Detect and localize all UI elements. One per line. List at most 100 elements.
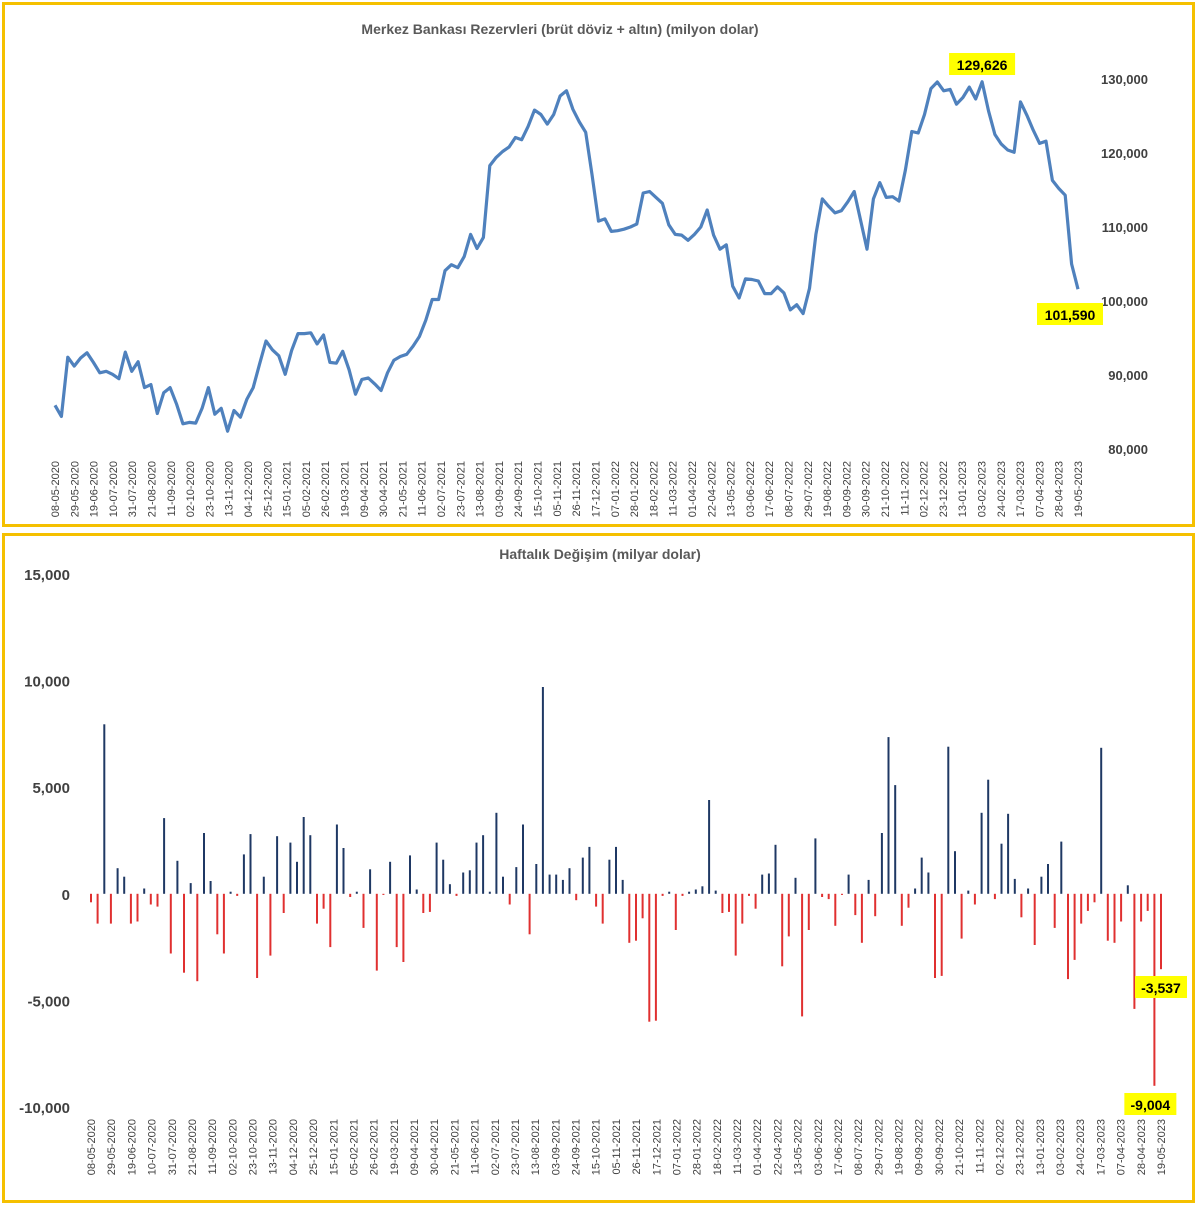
weekly-change-bar: [914, 888, 917, 894]
weekly-change-bar: [708, 800, 711, 894]
x-tick-label: 24-02-2023: [996, 461, 1008, 517]
weekly-change-chart-panel: Haftalık Değişim (milyar dolar) -10,000 -…: [2, 533, 1195, 1203]
x-tick-label: 05-02-2021: [348, 1119, 360, 1175]
x-tick-label: 24-09-2021: [513, 461, 525, 517]
peak-annotation-box: [949, 53, 1016, 75]
peak-annotation-label: 129,626: [957, 57, 1008, 73]
x-tick-label: 09-04-2021: [359, 461, 371, 517]
x-tick-label: 10-07-2020: [147, 1119, 159, 1175]
weekly-change-bar: [256, 893, 259, 978]
x-tick-label: 09-04-2021: [409, 1119, 421, 1175]
weekly-change-bar: [635, 893, 637, 941]
weekly-change-bar: [814, 838, 817, 894]
y-tick-label: -10,000: [19, 1100, 70, 1117]
reserves-line: [53, 80, 1080, 433]
x-tick-label: 13-08-2021: [475, 461, 487, 517]
weekly-change-bar: [482, 835, 485, 894]
y-tick-label: 5,000: [32, 780, 70, 797]
weekly-change-bar: [761, 874, 764, 894]
weekly-change-bar: [495, 812, 498, 894]
weekly-change-bar: [1140, 893, 1143, 922]
x-tick-label: 07-04-2023: [1116, 1119, 1128, 1175]
x-tick-label: 21-08-2020: [147, 461, 159, 517]
weekly-change-bar: [1086, 893, 1089, 911]
weekly-change-bar: [502, 876, 504, 894]
weekly-change-bar: [854, 893, 857, 916]
weekly-change-bar: [1126, 885, 1129, 894]
reserves-chart-title: Merkez Bankası Rezervleri (brüt döviz + …: [361, 21, 758, 37]
x-tick-label: 15-10-2021: [533, 461, 545, 517]
weekly-change-bar: [355, 891, 358, 894]
weekly-change-bar: [103, 724, 106, 894]
weekly-change-bar: [296, 861, 298, 894]
weekly-change-bar: [874, 893, 877, 917]
weekly-change-bar: [827, 893, 830, 900]
weekly-change-bar: [402, 893, 405, 962]
x-tick-label: 11-06-2021: [417, 461, 429, 516]
y-tick-label: 10,000: [24, 674, 70, 691]
x-tick-label: 13-01-2023: [1035, 1119, 1047, 1175]
x-tick-label: 11-09-2020: [207, 1119, 219, 1174]
weekly-change-bar: [575, 893, 578, 901]
x-tick-label: 17-06-2022: [833, 1119, 845, 1175]
x-tick-label: 24-09-2021: [571, 1119, 583, 1175]
weekly-change-bar: [867, 879, 870, 894]
x-tick-label: 26-11-2021: [571, 461, 583, 516]
weekly-change-bar: [621, 879, 624, 894]
weekly-change-bar: [834, 893, 837, 926]
weekly-change-bar: [522, 824, 524, 894]
weekly-change-bar: [189, 883, 192, 894]
weekly-change-bar: [1027, 888, 1030, 894]
weekly-change-bar: [934, 893, 936, 978]
x-tick-label: 05-11-2021: [611, 1119, 623, 1174]
weekly-change-bar: [595, 893, 598, 907]
x-tick-label: 02-10-2020: [227, 1119, 239, 1175]
weekly-change-bar: [721, 893, 724, 913]
weekly-change-bar: [329, 893, 332, 948]
weekly-change-bar: [987, 779, 990, 894]
weekly-change-bar: [136, 893, 139, 922]
weekly-change-bar: [1133, 893, 1136, 1009]
x-tick-label: 21-08-2020: [187, 1119, 199, 1175]
weekly-change-bar: [947, 746, 950, 894]
weekly-change-bar: [1053, 893, 1056, 928]
weekly-change-bar: [615, 846, 617, 894]
y-tick-label: 15,000: [24, 567, 70, 584]
weekly-change-bar: [269, 893, 272, 956]
x-tick-label: 21-10-2022: [954, 1119, 966, 1175]
weekly-change-bar: [993, 893, 996, 900]
weekly-change-bar: [322, 893, 325, 909]
weekly-change-bar: [1120, 893, 1123, 922]
weekly-change-bar: [196, 893, 199, 982]
weekly-change-bar: [641, 893, 644, 919]
weekly-change-bar: [508, 893, 511, 905]
weekly-change-bar: [535, 864, 538, 894]
weekly-change-bar: [143, 888, 146, 894]
x-tick-label: 08-07-2022: [853, 1119, 865, 1175]
weekly-change-bar: [129, 893, 132, 924]
weekly-change-bar: [1047, 864, 1049, 894]
weekly-change-bar: [714, 890, 717, 894]
y-tick-label: 120,000: [1101, 146, 1148, 161]
weekly-change-bar: [262, 876, 265, 894]
x-tick-label: 18-02-2022: [712, 1119, 724, 1175]
weekly-change-bar: [468, 870, 471, 894]
weekly-change-bar: [229, 891, 232, 894]
weekly-change-bar: [907, 893, 910, 908]
x-tick-label: 19-05-2023: [1156, 1119, 1168, 1175]
weekly-change-bar: [435, 842, 438, 894]
weekly-change-bar: [880, 833, 883, 894]
weekly-change-bar: [422, 893, 425, 913]
x-tick-label: 21-10-2022: [880, 461, 892, 517]
weekly-change-bar: [555, 874, 558, 894]
x-tick-label: 11-06-2021: [470, 1119, 482, 1174]
x-tick-label: 10-07-2020: [108, 461, 120, 517]
weekly-change-bar: [169, 893, 172, 954]
x-tick-label: 29-05-2020: [106, 1119, 118, 1175]
weekly-change-bar: [163, 818, 166, 894]
x-tick-label: 23-07-2021: [510, 1119, 522, 1175]
x-tick-label: 05-02-2021: [301, 461, 313, 517]
y-tick-label: 0: [62, 887, 70, 904]
x-tick-label: 23-07-2021: [455, 461, 467, 517]
x-tick-label: 13-05-2022: [726, 461, 738, 517]
